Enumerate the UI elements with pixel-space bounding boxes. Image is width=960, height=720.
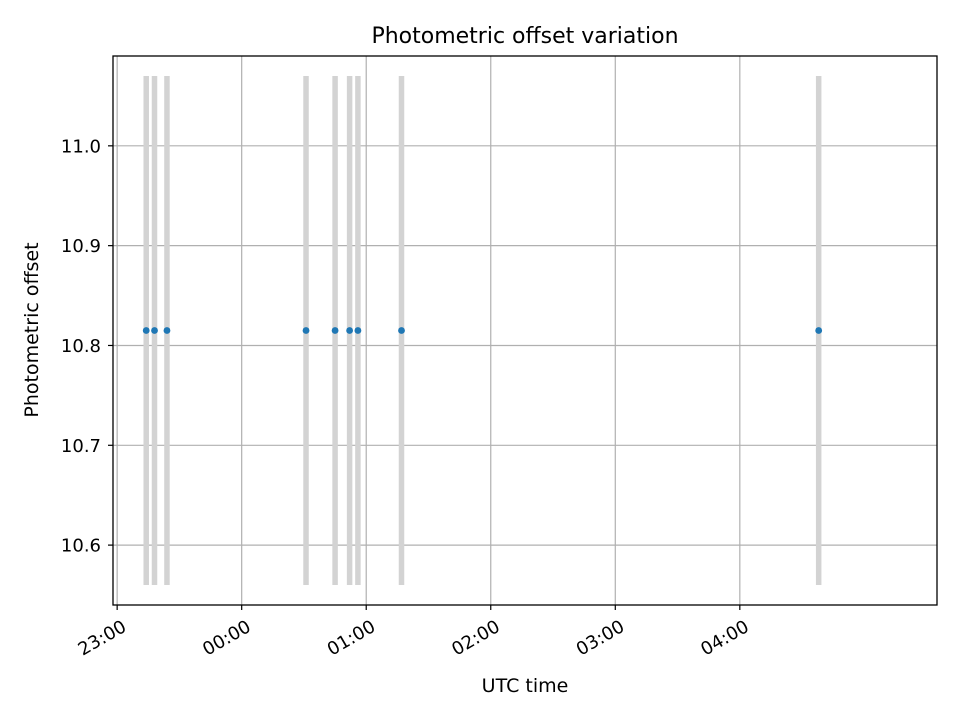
x-tick-label: 04:00 [697,616,752,660]
y-tick-label: 10.8 [61,336,101,357]
x-tick-label: 01:00 [324,616,379,660]
x-tick-label: 00:00 [199,616,254,660]
data-point [331,327,339,334]
chart-title: Photometric offset variation [371,24,678,49]
data-point [354,327,362,334]
data-point [302,327,310,334]
x-tick-label: 23:00 [75,616,130,660]
x-tick-label: 02:00 [448,616,503,660]
data-point [142,327,150,334]
x-axis-label: UTC time [482,675,569,697]
data-layer [142,75,823,586]
y-axis-label: Photometric offset [21,242,43,417]
x-tick-label: 03:00 [573,616,628,660]
y-tick-label: 11.0 [61,136,101,157]
data-point [346,327,354,334]
data-point [163,327,171,334]
y-tick-label: 10.9 [61,236,101,257]
data-point [815,327,823,334]
plot-frame [112,55,938,606]
y-tick-label: 10.7 [61,436,101,457]
data-point [151,327,158,334]
data-point [398,327,405,334]
grid-lines [113,56,937,605]
y-tick-label: 10.6 [61,536,101,557]
